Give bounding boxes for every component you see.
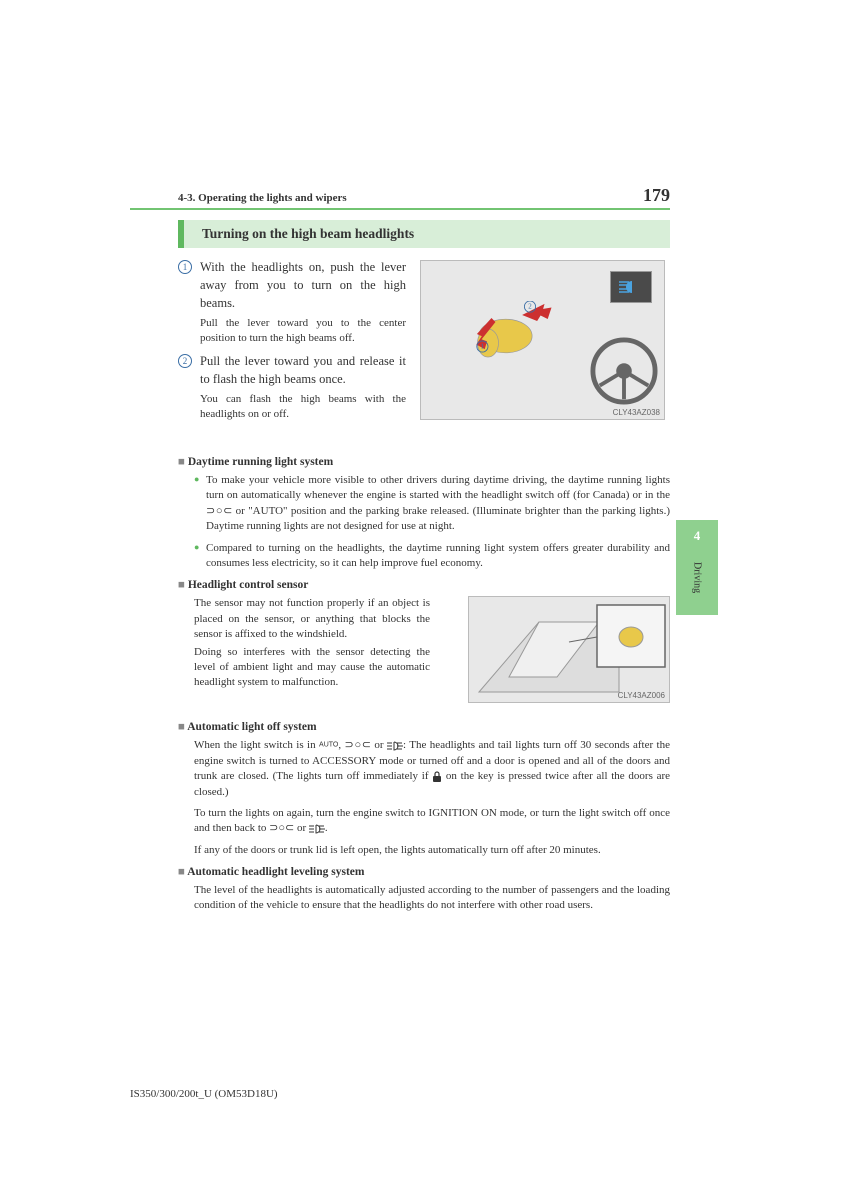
sensor-heading: Headlight control sensor bbox=[178, 579, 670, 591]
leveling-text: The level of the headlights is automatic… bbox=[178, 883, 670, 914]
step-1-sub: Pull the lever toward you to the center … bbox=[200, 316, 406, 346]
tab-number: 4 bbox=[694, 528, 701, 544]
auto-off-p1-a: When the light switch is in bbox=[194, 739, 319, 751]
section-title-box: Turning on the high beam headlights bbox=[178, 220, 670, 248]
step-number-1: 1 bbox=[178, 260, 192, 274]
steering-wheel-icon bbox=[590, 337, 658, 405]
section-label: 4-3. Operating the lights and wipers bbox=[178, 192, 347, 204]
section-title: Turning on the high beam headlights bbox=[202, 226, 414, 241]
sensor-image-code: CLY43AZ006 bbox=[618, 691, 665, 700]
auto-off-p3: If any of the doors or trunk lid is left… bbox=[178, 843, 670, 858]
auto-off-heading: Automatic light off system bbox=[178, 721, 670, 733]
auto-off-p2: To turn the lights on again, turn the en… bbox=[178, 806, 670, 837]
step-1: 1 With the headlights on, push the lever… bbox=[178, 258, 406, 346]
auto-off-p1: When the light switch is in AUTO, ⊃○⊂ or… bbox=[178, 738, 670, 800]
auto-text-icon: AUTO bbox=[319, 742, 338, 749]
drl-bullet-2: Compared to turning on the headlights, t… bbox=[178, 541, 670, 572]
lever-illustration: 1 2 CLY43AZ038 bbox=[420, 260, 665, 420]
step-2-sub: You can flash the high beams with the he… bbox=[200, 392, 406, 422]
auto-off-p2-b: . bbox=[325, 822, 328, 834]
step-2-text: Pull the lever toward you and release it… bbox=[200, 352, 406, 388]
headlight-icon bbox=[387, 741, 403, 751]
auto-off-p1-b: , ⊃○⊂ or bbox=[338, 739, 387, 751]
page-number: 179 bbox=[643, 185, 670, 206]
sensor-illustration: CLY43AZ006 bbox=[468, 596, 670, 703]
lock-icon bbox=[432, 771, 442, 783]
svg-text:2: 2 bbox=[528, 303, 532, 311]
step-number-2: 2 bbox=[178, 354, 192, 368]
sensor-text-1: The sensor may not function properly if … bbox=[178, 596, 430, 642]
step-1-text: With the headlights on, push the lever a… bbox=[200, 258, 406, 312]
leveling-heading: Automatic headlight leveling system bbox=[178, 866, 670, 878]
footer-model: IS350/300/200t_U (OM53D18U) bbox=[130, 1088, 278, 1100]
high-beam-icon bbox=[610, 271, 652, 303]
step-2: 2 Pull the lever toward you and release … bbox=[178, 352, 406, 422]
drl-bullet-1: To make your vehicle more visible to oth… bbox=[178, 473, 670, 535]
lever-drawing: 1 2 bbox=[461, 301, 571, 371]
subsections: Daytime running light system To make you… bbox=[178, 448, 670, 920]
headlight-icon-2 bbox=[309, 824, 325, 834]
sensor-text-2: Doing so interferes with the sensor dete… bbox=[178, 645, 430, 691]
page-header: 4-3. Operating the lights and wipers 179 bbox=[178, 185, 670, 206]
lever-image-code: CLY43AZ038 bbox=[613, 408, 660, 417]
tab-label: Driving bbox=[692, 562, 703, 593]
svg-text:1: 1 bbox=[481, 343, 485, 351]
drl-heading: Daytime running light system bbox=[178, 456, 670, 468]
auto-off-p2-a: To turn the lights on again, turn the en… bbox=[194, 807, 670, 834]
chapter-tab: 4 Driving bbox=[676, 520, 718, 615]
header-rule bbox=[130, 208, 670, 210]
